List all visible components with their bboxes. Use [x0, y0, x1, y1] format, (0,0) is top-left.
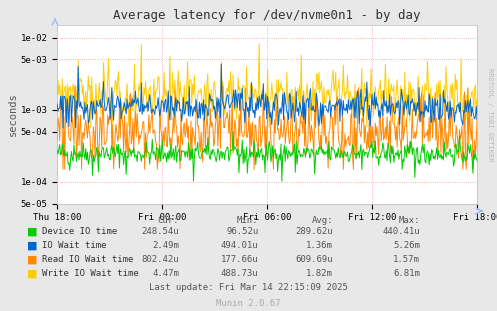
Text: Cur:: Cur:: [158, 216, 179, 225]
Text: 440.41u: 440.41u: [382, 227, 420, 236]
Y-axis label: seconds: seconds: [8, 92, 18, 136]
Text: RRDTOOL / TOBI OETIKER: RRDTOOL / TOBI OETIKER: [487, 68, 493, 162]
Text: 802.42u: 802.42u: [141, 255, 179, 264]
Text: ■: ■: [27, 227, 38, 237]
Text: 1.82m: 1.82m: [306, 269, 333, 278]
Text: ■: ■: [27, 255, 38, 265]
Text: Write IO Wait time: Write IO Wait time: [42, 269, 139, 278]
Text: Min:: Min:: [237, 216, 258, 225]
Text: Munin 2.0.67: Munin 2.0.67: [216, 299, 281, 308]
Text: 609.69u: 609.69u: [295, 255, 333, 264]
Title: Average latency for /dev/nvme0n1 - by day: Average latency for /dev/nvme0n1 - by da…: [113, 9, 421, 22]
Text: 96.52u: 96.52u: [226, 227, 258, 236]
Text: 2.49m: 2.49m: [152, 241, 179, 250]
Text: Read IO Wait time: Read IO Wait time: [42, 255, 134, 264]
Text: ■: ■: [27, 241, 38, 251]
Text: 1.57m: 1.57m: [393, 255, 420, 264]
Text: 248.54u: 248.54u: [141, 227, 179, 236]
Text: 494.01u: 494.01u: [221, 241, 258, 250]
Text: IO Wait time: IO Wait time: [42, 241, 107, 250]
Text: 5.26m: 5.26m: [393, 241, 420, 250]
Text: Avg:: Avg:: [312, 216, 333, 225]
Text: Device IO time: Device IO time: [42, 227, 117, 236]
Text: 6.81m: 6.81m: [393, 269, 420, 278]
Text: ■: ■: [27, 269, 38, 279]
Text: 289.62u: 289.62u: [295, 227, 333, 236]
Text: Last update: Fri Mar 14 22:15:09 2025: Last update: Fri Mar 14 22:15:09 2025: [149, 283, 348, 292]
Text: 177.66u: 177.66u: [221, 255, 258, 264]
Text: 1.36m: 1.36m: [306, 241, 333, 250]
Text: 4.47m: 4.47m: [152, 269, 179, 278]
Text: 488.73u: 488.73u: [221, 269, 258, 278]
Text: Max:: Max:: [399, 216, 420, 225]
